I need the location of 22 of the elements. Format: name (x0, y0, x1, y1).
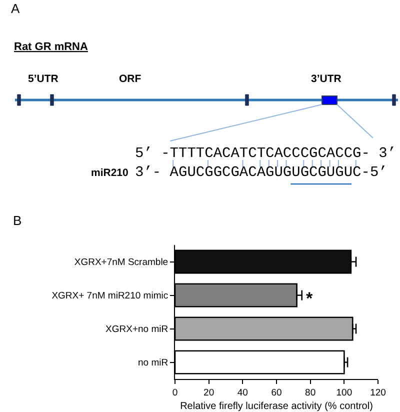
text: ORF (119, 73, 142, 85)
x-axis-title: Relative firefly luciferase activity (% control) (180, 400, 373, 412)
y-tick-label: XGRX+no miR (106, 324, 168, 336)
text: A (11, 1, 20, 16)
text: Rat GR mRNA (14, 41, 88, 53)
x-tick-label: 60 (271, 387, 282, 398)
x-tick-label: 80 (305, 387, 316, 398)
text: 3’- AGUCGGCGACAGUGUGCGUGUC-5’ (135, 165, 388, 181)
text: 5’ -TTTTCACATCTCACCCGCACCG- 3’ (135, 146, 396, 162)
x-tick-label: 0 (172, 387, 178, 398)
y-tick-label: XGRX+ 7nM miR210 mimic (52, 290, 168, 302)
annotation: * (306, 289, 313, 308)
text: miR210 (91, 167, 129, 179)
y-tick-label: XGRX+7nM Scramble (74, 257, 168, 268)
y-tick-label: no miR (138, 358, 168, 369)
x-tick-label: 120 (370, 387, 386, 398)
x-tick-label: 20 (204, 387, 214, 398)
text: 3’UTR (311, 73, 342, 85)
x-tick-label: 100 (336, 387, 352, 398)
x-tick-label: 40 (237, 387, 248, 398)
text: 5’UTR (28, 73, 59, 85)
text: B (13, 213, 22, 228)
